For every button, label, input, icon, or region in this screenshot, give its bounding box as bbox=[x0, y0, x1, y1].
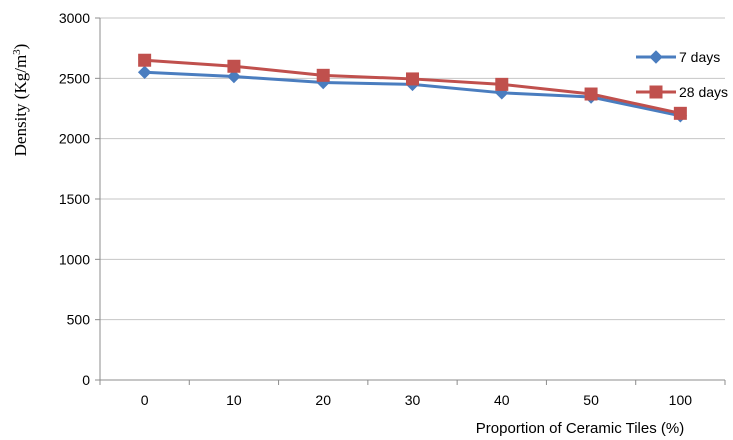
y-axis-label-superscript: 3 bbox=[11, 49, 23, 55]
y-tick-label: 2000 bbox=[59, 131, 90, 147]
y-tick-labels: 0 500 1000 1500 2000 2500 3000 bbox=[59, 10, 100, 388]
legend: 7 days 28 days bbox=[636, 49, 728, 100]
legend-item: 7 days bbox=[636, 49, 720, 65]
legend-item: 28 days bbox=[636, 84, 728, 100]
x-tick-labels: 0 10 20 30 40 50 100 bbox=[99, 380, 726, 408]
data-point bbox=[227, 69, 241, 84]
y-tick-label: 500 bbox=[67, 312, 91, 328]
y-tick-label: 3000 bbox=[59, 10, 90, 26]
x-tick-label: 20 bbox=[315, 392, 331, 408]
x-tick-label: 30 bbox=[405, 392, 421, 408]
x-tick-label: 40 bbox=[494, 392, 510, 408]
y-axis-label-end: ) bbox=[11, 44, 30, 50]
data-point bbox=[495, 77, 509, 91]
data-point bbox=[137, 65, 152, 80]
x-tick-label: 0 bbox=[141, 392, 149, 408]
legend-marker bbox=[649, 85, 663, 99]
y-tick-label: 0 bbox=[82, 372, 90, 388]
data-point bbox=[227, 59, 241, 73]
y-tick-label: 2500 bbox=[59, 70, 90, 86]
data-point bbox=[673, 106, 687, 120]
series-1 bbox=[138, 53, 687, 120]
series-lines bbox=[137, 53, 688, 123]
data-point bbox=[406, 72, 419, 86]
data-point bbox=[584, 87, 598, 101]
data-point bbox=[316, 68, 330, 82]
y-axis-label-main: Density (Kg/m bbox=[11, 55, 30, 157]
legend-marker bbox=[649, 50, 663, 64]
x-tick-label: 50 bbox=[583, 392, 599, 408]
data-point bbox=[138, 53, 152, 67]
x-tick-label: 10 bbox=[226, 392, 242, 408]
x-axis-label: Proportion of Ceramic Tiles (%) bbox=[476, 420, 684, 437]
y-tick-label: 1000 bbox=[59, 251, 90, 267]
legend-label: 7 days bbox=[679, 49, 720, 65]
x-tick-label: 100 bbox=[669, 392, 693, 408]
y-tick-label: 1500 bbox=[59, 191, 90, 207]
legend-label: 28 days bbox=[679, 84, 728, 100]
y-axis-label: Density (Kg/m3) bbox=[11, 44, 30, 157]
